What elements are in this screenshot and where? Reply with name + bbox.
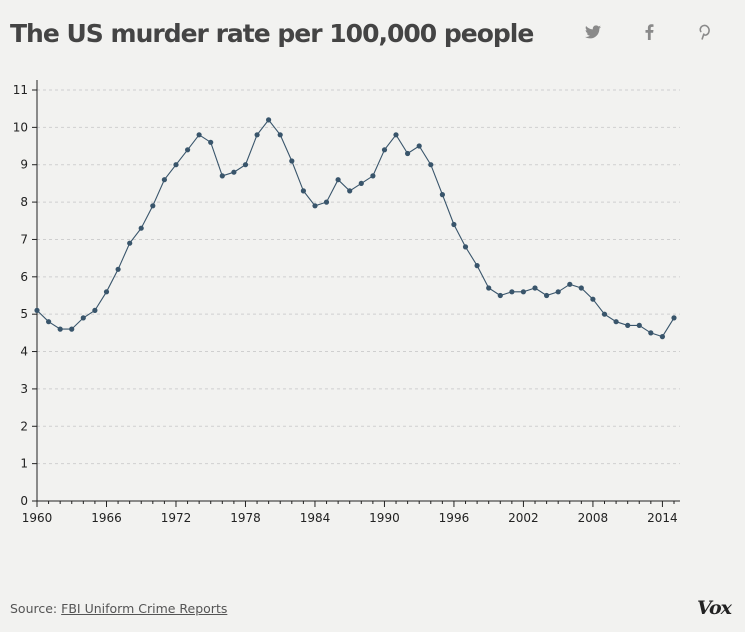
series-line-0 — [36, 119, 675, 338]
data-point-2014 — [659, 334, 666, 340]
data-point-1981 — [277, 132, 283, 138]
data-point-1969 — [138, 225, 144, 231]
pinterest-icon — [699, 24, 710, 40]
y-tick-label-11: 11 — [13, 83, 28, 97]
murder-rate-line-chart: 0 1 2 3 4 5 6 7 8 9 10 11 1960 1966 1972 1978 1984 1990 19… — [13, 80, 680, 525]
data-point-1980 — [266, 117, 272, 123]
x-tick-label-1984: 1984 — [300, 511, 331, 525]
source-prefix: Source: — [10, 601, 58, 616]
data-point-2003 — [532, 285, 538, 291]
series-line — [36, 119, 675, 338]
y-tick-label-9: 9 — [20, 158, 28, 172]
y-tick-label-6: 6 — [20, 270, 28, 284]
twitter-icon — [585, 25, 601, 39]
data-point-1997 — [462, 244, 469, 250]
x-tick-label-1996: 1996 — [439, 511, 470, 525]
data-point-1991 — [393, 132, 399, 138]
y-tick-label-2: 2 — [20, 419, 28, 433]
facebook-icon — [645, 24, 653, 40]
data-point-1974 — [196, 132, 202, 138]
x-tick-label-1972: 1972 — [161, 511, 192, 525]
x-tick-label-1990: 1990 — [369, 511, 400, 525]
y-tick-label-8: 8 — [20, 195, 28, 209]
x-tick-label-2008: 2008 — [578, 511, 609, 525]
axes: 0 1 2 3 4 5 6 7 8 9 10 11 1960 1966 1972 1978 1984 1990 19… — [13, 80, 680, 525]
data-point-1962 — [57, 326, 63, 332]
source-note: Source: FBI Uniform Crime Reports — [10, 601, 227, 616]
data-point-1968 — [127, 240, 133, 246]
data-point-1967 — [115, 266, 121, 272]
y-tick-label-4: 4 — [20, 345, 28, 359]
x-tick-label-1978: 1978 — [230, 511, 261, 525]
data-point-2002 — [520, 289, 527, 295]
data-point-1978 — [242, 162, 249, 168]
chart-title: The US murder rate per 100,000 people — [10, 19, 534, 48]
data-point-2009 — [601, 311, 608, 317]
data-point-1964 — [80, 315, 86, 321]
y-tick-label-5: 5 — [20, 307, 28, 321]
data-point-2008 — [590, 296, 596, 302]
pinterest-share-button[interactable] — [695, 22, 715, 42]
y-tick-label-3: 3 — [20, 382, 28, 396]
data-point-2006 — [567, 281, 573, 287]
data-point-1993 — [416, 143, 422, 149]
data-point-1979 — [254, 132, 260, 138]
data-point-2004 — [544, 292, 550, 299]
x-tick-label-1960: 1960 — [22, 511, 53, 525]
data-point-1971 — [161, 177, 167, 183]
grid-lines — [37, 89, 680, 465]
data-point-1960 — [34, 307, 40, 313]
data-point-1975 — [208, 139, 214, 145]
data-point-2015 — [671, 315, 677, 321]
x-tick-label-2014: 2014 — [647, 511, 678, 525]
x-tick-label-2002: 2002 — [508, 511, 539, 525]
data-point-1970 — [150, 203, 156, 209]
data-point-1982 — [289, 158, 295, 164]
x-tick-label-1966: 1966 — [91, 511, 122, 525]
data-point-2012 — [636, 322, 642, 328]
data-point-2013 — [648, 330, 654, 336]
data-point-1998 — [474, 263, 480, 269]
data-point-1992 — [405, 150, 411, 157]
y-tick-label-1: 1 — [20, 457, 28, 471]
data-point-1994 — [428, 162, 434, 168]
data-point-1990 — [381, 147, 388, 153]
twitter-share-button[interactable] — [583, 22, 603, 42]
y-tick-label-0: 0 — [20, 494, 28, 508]
data-point-1985 — [323, 199, 330, 205]
data-point-1963 — [69, 326, 75, 332]
data-point-1995 — [439, 192, 445, 198]
data-point-1977 — [231, 169, 237, 175]
data-point-1988 — [358, 180, 364, 186]
data-point-2000 — [497, 292, 503, 299]
source-link[interactable]: FBI Uniform Crime Reports — [61, 601, 228, 616]
data-point-2005 — [555, 289, 561, 295]
data-point-1996 — [451, 221, 457, 228]
data-point-1987 — [347, 188, 353, 194]
data-point-1972 — [173, 162, 179, 168]
data-point-1989 — [370, 173, 376, 179]
data-point-1961 — [46, 319, 52, 325]
data-point-1976 — [219, 173, 225, 179]
data-points — [34, 117, 677, 340]
data-point-1973 — [185, 147, 191, 153]
data-point-1966 — [103, 289, 110, 295]
data-point-1983 — [300, 188, 306, 194]
data-point-1965 — [92, 307, 98, 313]
data-point-2007 — [578, 285, 584, 291]
share-bar — [583, 22, 715, 42]
data-point-1986 — [335, 177, 341, 183]
y-tick-label-7: 7 — [20, 232, 28, 246]
vox-logo: Vox — [697, 597, 732, 619]
data-point-2011 — [625, 322, 631, 328]
data-point-2001 — [509, 289, 515, 295]
data-point-1999 — [486, 285, 492, 291]
data-point-1984 — [312, 203, 318, 209]
y-tick-label-10: 10 — [13, 120, 28, 134]
data-point-2010 — [613, 319, 619, 325]
facebook-share-button[interactable] — [639, 22, 659, 42]
